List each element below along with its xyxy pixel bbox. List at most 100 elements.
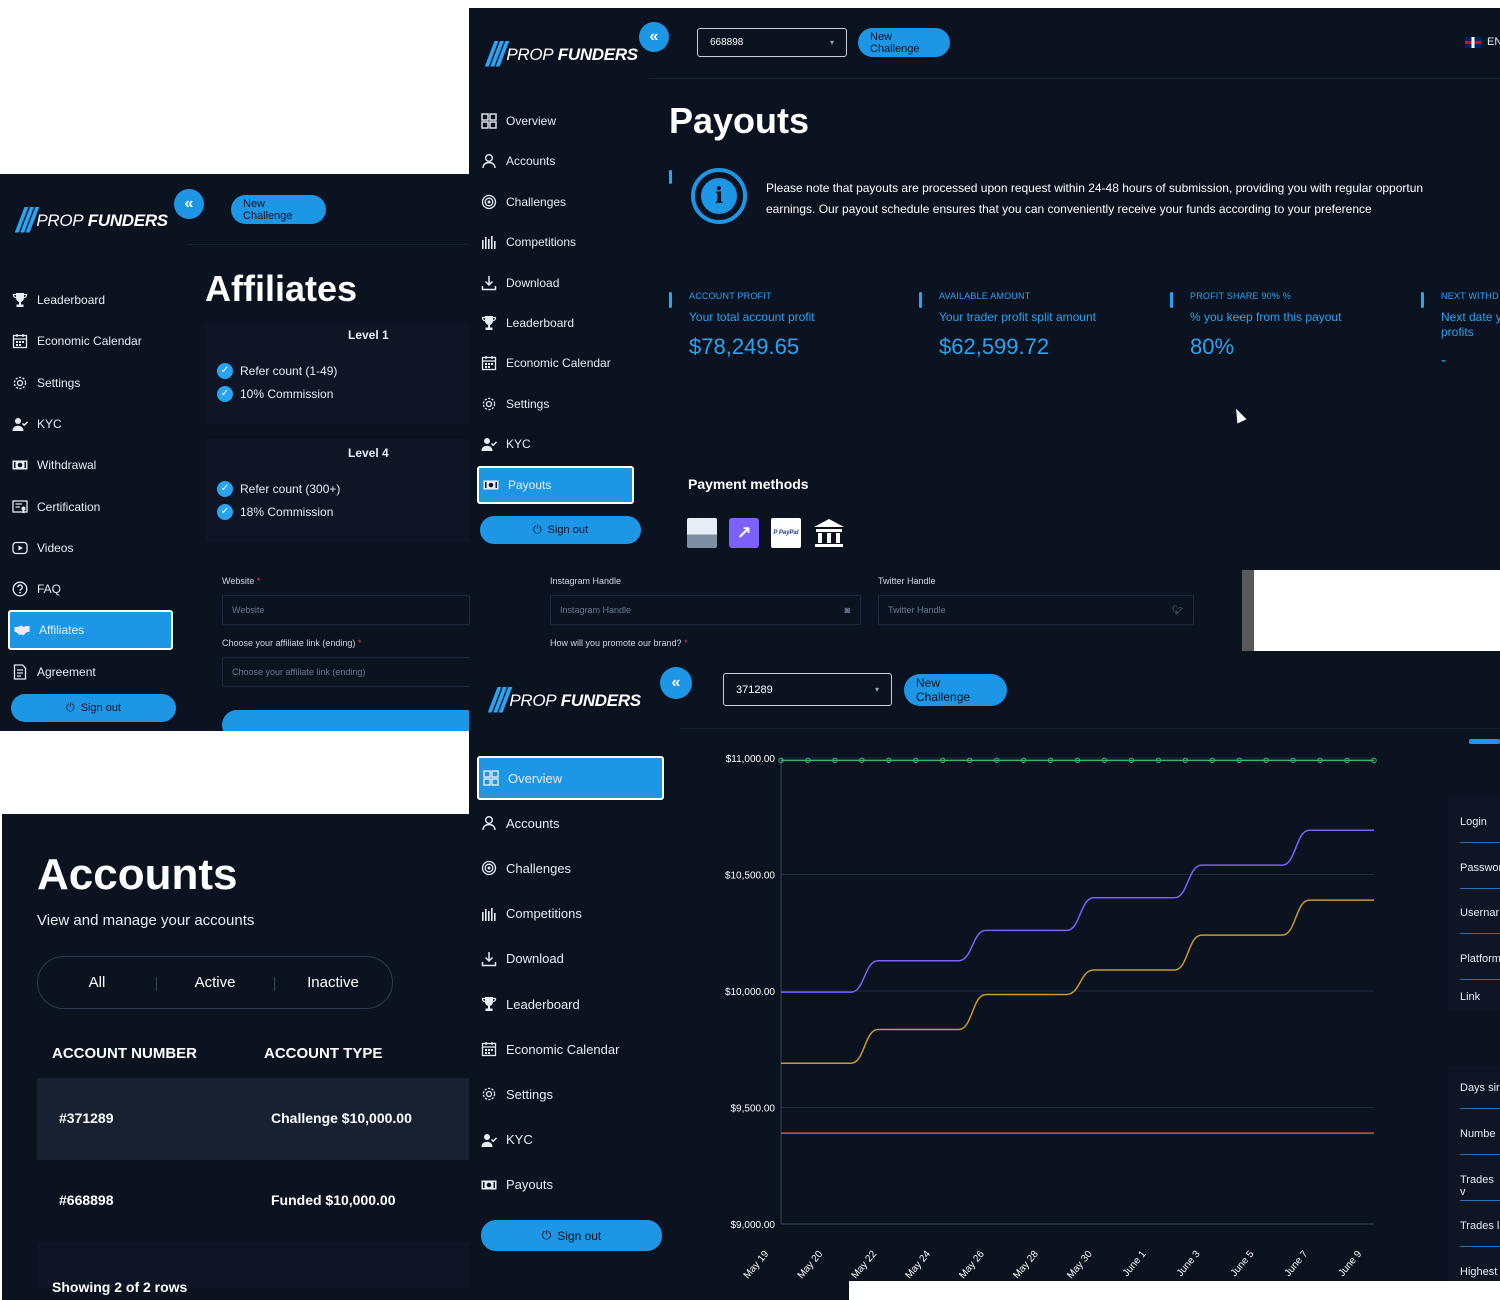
x-tick-label: May 30 (1065, 1249, 1095, 1282)
sidebar-item-accounts[interactable]: Accounts (477, 801, 664, 845)
accounts-table: ACCOUNT NUMBER ACCOUNT TYPE #371289 Chal… (37, 1032, 469, 1288)
bank-card-icon[interactable] (687, 518, 717, 548)
notice-line-2: earnings. Our payout schedule ensures th… (766, 202, 1372, 216)
sidebar-item-agreement[interactable]: Agreement (8, 652, 173, 692)
sidebar-item-leaderboard[interactable]: Leaderboard (477, 304, 634, 342)
brand-logo: /// PROP FUNDERS (486, 38, 638, 72)
sidebar-item-overview[interactable]: Overview (477, 756, 664, 800)
target-marker (1182, 757, 1189, 764)
sidebar-item-economic-calendar[interactable]: Economic Calendar (477, 344, 634, 382)
level-title: Level 4 (348, 446, 389, 460)
tab-all[interactable]: All (88, 974, 106, 991)
detail-divider (1460, 933, 1500, 934)
sidebar-item-download[interactable]: Download (477, 264, 634, 302)
sidebar-item-label: Challenges (506, 860, 572, 876)
sidebar-item-videos[interactable]: Videos (8, 528, 173, 568)
collapse-sidebar-button[interactable]: « (639, 22, 669, 52)
sidebar-item-label: Overview (506, 114, 557, 128)
top-accent (1469, 739, 1500, 744)
sidebar-item-kyc[interactable]: KYC (8, 404, 173, 444)
tab-inactive[interactable]: Inactive (274, 974, 392, 991)
power-icon: ⏻ (65, 701, 75, 714)
sidebar-item-competitions[interactable]: Competitions (477, 892, 664, 936)
sidebar-item-label: Settings (506, 396, 550, 411)
tab-active[interactable]: Active (156, 974, 274, 991)
equity-chart: $11,000.00 $10,500.00 $10,000.00 $9,500.00 $… (725, 754, 1377, 1282)
table-row[interactable]: #668898 Funded $10,000.00 (37, 1160, 469, 1242)
level-1-card: Level 1 ✓ Refer count (1-49) ✓ 10% Commiss… (205, 324, 470, 424)
sidebar-item-overview[interactable]: Overview (477, 102, 634, 140)
language-selector[interactable]: EN (1465, 36, 1500, 48)
x-tick-label: May 20 (796, 1249, 826, 1282)
payment-methods-title: Payment methods (688, 476, 809, 492)
collapse-sidebar-button[interactable]: « (660, 667, 692, 699)
account-number: #668898 (59, 1192, 114, 1208)
payouts-screen: /// PROP FUNDERS Overview Accounts Challen… (469, 8, 1500, 570)
sidebar-item-kyc[interactable]: KYC (477, 425, 634, 463)
paypal-icon[interactable]: P PayPal (771, 518, 801, 548)
collapse-sidebar-button[interactable]: « (174, 189, 204, 219)
sidebar-item-label: Competitions (506, 235, 577, 250)
sidebar-item-affiliates[interactable]: Affiliates (8, 610, 173, 651)
y-tick-label: $10,500.00 (725, 871, 775, 882)
stat-description: Your total account profit (689, 310, 815, 324)
sidebar-item-leaderboard[interactable]: Leaderboard (477, 982, 664, 1026)
new-challenge-button[interactable]: New Challenge (858, 28, 950, 57)
sidebar-item-certification[interactable]: Certification (8, 487, 173, 527)
table-row[interactable]: #371289 Challenge $10,000.00 (37, 1078, 469, 1160)
sidebar-item-leaderboard[interactable]: Leaderboard (8, 280, 173, 320)
user-check-icon (480, 435, 498, 453)
twitter-placeholder: Twitter Handle (888, 605, 946, 615)
accounts-screen: Accounts View and manage your accounts A… (2, 814, 469, 1300)
account-select[interactable]: 668898 ▾ (697, 28, 847, 57)
sidebar-item-settings[interactable]: Settings (8, 363, 173, 403)
sidebar-item-download[interactable]: Download (477, 937, 664, 981)
instagram-input[interactable]: Instagram Handle ◙ (550, 595, 861, 625)
sidebar-item-competitions[interactable]: Competitions (477, 223, 634, 261)
affiliate-link-input[interactable]: Choose your affiliate link (ending) (222, 657, 470, 687)
calendar-icon (480, 354, 498, 372)
sidebar-item-settings[interactable]: Settings (477, 1072, 664, 1116)
sign-out-button[interactable]: ⏻ Sign out (11, 694, 176, 722)
target-marker (1371, 757, 1377, 764)
new-challenge-button[interactable]: New Challenge (231, 195, 326, 224)
check-icon: ✓ (217, 362, 233, 379)
sidebar-item-economic-calendar[interactable]: Economic Calendar (8, 321, 173, 361)
sidebar-item-settings[interactable]: Settings (477, 385, 634, 423)
payout-notice: Please note that payouts are processed u… (766, 178, 1423, 220)
website-input[interactable]: Website (222, 595, 470, 625)
x-tick-label: May 22 (850, 1249, 880, 1282)
scrollbar[interactable] (1242, 570, 1254, 651)
sidebar-item-withdrawal[interactable]: Withdrawal (8, 445, 173, 485)
twitter-input[interactable]: Twitter Handle 🐦︎ (878, 595, 1194, 625)
calendar-icon (480, 1040, 498, 1058)
header-divider (679, 728, 1500, 729)
sidebar-item-accounts[interactable]: Accounts (477, 142, 634, 180)
sidebar-item-faq[interactable]: FAQ (8, 569, 173, 609)
new-challenge-button[interactable]: New Challenge (904, 674, 1007, 706)
sidebar-item-challenges[interactable]: Challenges (477, 183, 634, 221)
trophy-icon (480, 314, 498, 332)
question-icon (11, 580, 29, 598)
sidebar-item-label: Economic Calendar (506, 1041, 620, 1057)
transfer-icon[interactable]: ↗ (729, 518, 759, 548)
account-select[interactable]: 371289 ▾ (723, 673, 892, 706)
submit-button[interactable] (222, 710, 470, 731)
account-type: Challenge $10,000.00 (271, 1110, 412, 1126)
sidebar-item-label: Leaderboard (506, 316, 575, 330)
sidebar-item-kyc[interactable]: KYC (477, 1118, 664, 1162)
target-marker (1344, 757, 1350, 764)
page-subtitle: View and manage your accounts (37, 912, 255, 929)
sidebar-item-challenges[interactable]: Challenges (477, 846, 664, 890)
target-marker (778, 757, 784, 764)
sign-out-button[interactable]: ⏻ Sign out (480, 516, 641, 544)
sign-out-button[interactable]: ⏻ Sign out (481, 1220, 662, 1251)
stat-accent-bar (1170, 292, 1173, 308)
sidebar-item-payouts[interactable]: Payouts (477, 465, 634, 504)
bank-icon[interactable] (813, 518, 845, 548)
stat-label-days-sir: Days sir (1460, 1082, 1500, 1094)
sidebar-item-economic-calendar[interactable]: Economic Calendar (477, 1027, 664, 1071)
sidebar-item-payouts[interactable]: Payouts (477, 1163, 664, 1207)
sidebar-item-label: Accounts (506, 154, 556, 169)
website-label: Website * (222, 576, 261, 586)
